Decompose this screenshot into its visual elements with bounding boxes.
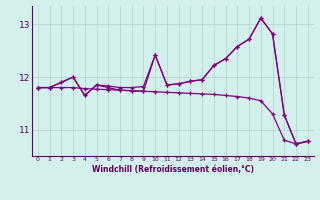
X-axis label: Windchill (Refroidissement éolien,°C): Windchill (Refroidissement éolien,°C) bbox=[92, 165, 254, 174]
